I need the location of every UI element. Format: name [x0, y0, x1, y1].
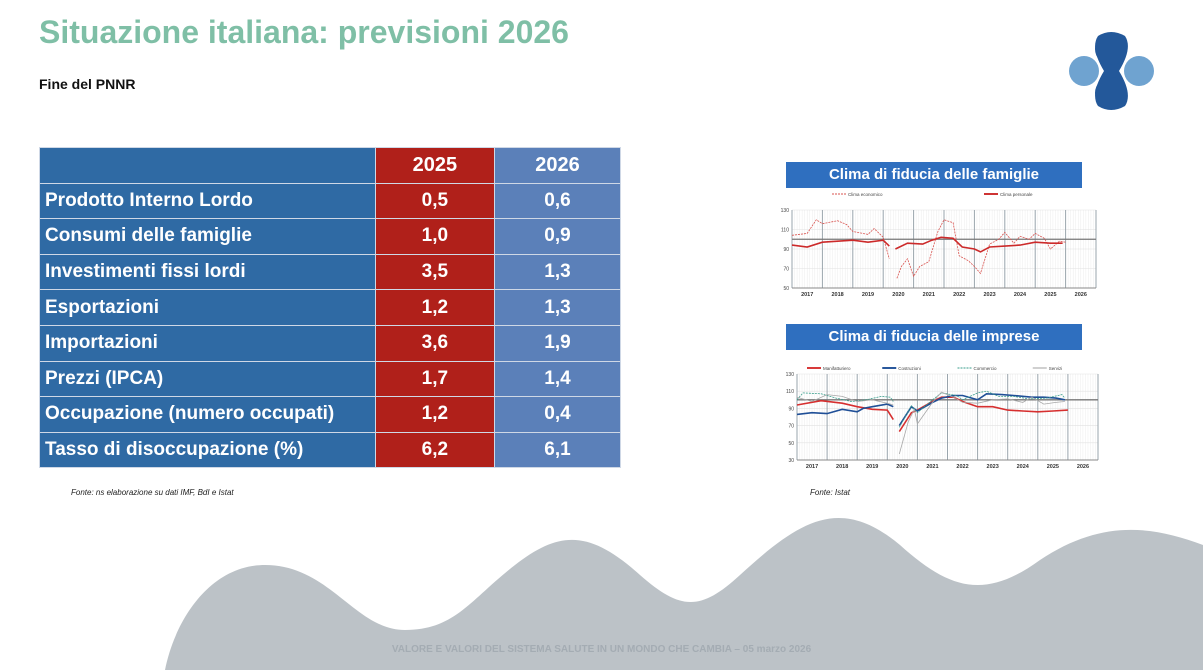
y-tick-label: 90: [783, 247, 789, 253]
legend-label: Manifatturiero: [823, 366, 851, 371]
x-tick-label: 2020: [892, 292, 904, 298]
logo-icon: [1069, 32, 1154, 110]
value-2026: 0,6: [493, 182, 622, 220]
table-row: Consumi delle famiglie 1,0 0,9: [39, 218, 622, 255]
legend-label: Clima economico: [848, 192, 883, 197]
row-label: Occupazione (numero occupati): [39, 396, 376, 433]
value-2025: 6,2: [374, 431, 495, 469]
series-line-clima-economico: [791, 219, 1066, 279]
table-source: Fonte: ns elaborazione su dati IMF, BdI …: [71, 488, 234, 497]
x-tick-label: 2023: [987, 464, 999, 470]
series-line-clima-personale: [791, 236, 1063, 253]
x-tick-label: 2021: [926, 464, 938, 470]
x-tick-label: 2025: [1044, 292, 1056, 298]
y-tick-label: 110: [786, 389, 794, 395]
value-2026: 0,9: [493, 218, 622, 255]
row-label: Prodotto Interno Lordo: [39, 182, 376, 220]
y-tick-label: 130: [786, 372, 795, 378]
row-label: Consumi delle famiglie: [39, 218, 376, 255]
table-header-row: 2025 2026: [39, 147, 622, 184]
header-2025: 2025: [374, 147, 495, 184]
table-row: Importazioni 3,6 1,9: [39, 324, 622, 362]
value-2025: 1,7: [374, 360, 495, 398]
x-tick-label: 2018: [831, 292, 843, 298]
table-row: Esportazioni 1,2 1,3: [39, 289, 622, 326]
value-2025: 3,5: [374, 253, 495, 291]
y-tick-label: 30: [788, 458, 794, 464]
x-tick-label: 2021: [923, 292, 935, 298]
value-2026: 1,3: [493, 253, 622, 291]
table-row: Tasso di disoccupazione (%) 6,2 6,1: [39, 431, 622, 469]
x-tick-label: 2022: [956, 464, 968, 470]
x-tick-label: 2026: [1077, 464, 1089, 470]
row-label: Tasso di disoccupazione (%): [39, 431, 376, 469]
x-tick-label: 2025: [1047, 464, 1059, 470]
chart-title-famiglie: Clima di fiducia delle famiglie: [786, 162, 1082, 188]
value-2025: 0,5: [374, 182, 495, 220]
y-tick-label: 50: [783, 286, 789, 292]
x-tick-label: 2018: [836, 464, 848, 470]
header-2026: 2026: [493, 147, 622, 184]
x-tick-label: 2024: [1014, 292, 1027, 298]
value-2025: 1,2: [374, 396, 495, 433]
page-subtitle: Fine del PNNR: [39, 76, 136, 92]
y-tick-label: 90: [788, 406, 794, 412]
series-line-commercio: [796, 390, 1066, 428]
row-label: Investimenti fissi lordi: [39, 253, 376, 291]
legend-label: Costruzioni: [898, 366, 921, 371]
table-row: Prezzi (IPCA) 1,7 1,4: [39, 360, 622, 398]
header-label: [39, 147, 376, 184]
x-tick-label: 2023: [983, 292, 995, 298]
charts-source: Fonte: Istat: [810, 488, 851, 497]
value-2026: 0,4: [493, 396, 622, 433]
forecast-table: 2025 2026 Prodotto Interno Lordo 0,5 0,6 Co…: [39, 147, 622, 469]
chart-famiglie: 50 70 90 110 130 2017 2018 2019 2020 2021 2022 2023…: [781, 192, 1097, 298]
legend-label: Clima personale: [1000, 192, 1033, 197]
chart-imprese: 30 50 70 90 110 130 2017 2018 2019 2020 2021 2022 20…: [786, 366, 1099, 470]
y-tick-label: 70: [783, 267, 789, 273]
footer-text: VALORE E VALORI DEL SISTEMA SALUTE IN UN…: [391, 644, 812, 655]
legend-label: Servizi: [1049, 366, 1063, 371]
x-tick-label: 2020: [896, 464, 908, 470]
table-row: Prodotto Interno Lordo 0,5 0,6: [39, 182, 622, 220]
table-row: Investimenti fissi lordi 3,5 1,3: [39, 253, 622, 291]
y-tick-label: 110: [781, 228, 789, 234]
chart-title-imprese: Clima di fiducia delle imprese: [786, 324, 1082, 350]
y-tick-label: 130: [781, 208, 790, 214]
x-tick-label: 2017: [801, 292, 813, 298]
row-label: Prezzi (IPCA): [39, 360, 376, 398]
value-2025: 1,0: [374, 218, 495, 255]
legend-label: Commercio: [974, 366, 998, 371]
x-tick-label: 2026: [1075, 292, 1087, 298]
x-tick-label: 2017: [806, 464, 818, 470]
x-tick-label: 2024: [1017, 464, 1030, 470]
row-label: Importazioni: [39, 324, 376, 362]
y-tick-label: 50: [788, 441, 794, 447]
x-tick-label: 2022: [953, 292, 965, 298]
x-tick-label: 2019: [866, 464, 878, 470]
page-title: Situazione italiana: previsioni 2026: [39, 14, 569, 50]
series-line-servizi: [796, 391, 1065, 455]
value-2026: 1,9: [493, 324, 622, 362]
row-label: Esportazioni: [39, 289, 376, 326]
value-2026: 6,1: [493, 431, 622, 469]
value-2026: 1,3: [493, 289, 622, 326]
value-2026: 1,4: [493, 360, 622, 398]
value-2025: 1,2: [374, 289, 495, 326]
x-tick-label: 2019: [862, 292, 874, 298]
value-2025: 3,6: [374, 324, 495, 362]
y-tick-label: 70: [788, 424, 794, 430]
table-row: Occupazione (numero occupati) 1,2 0,4: [39, 396, 622, 433]
